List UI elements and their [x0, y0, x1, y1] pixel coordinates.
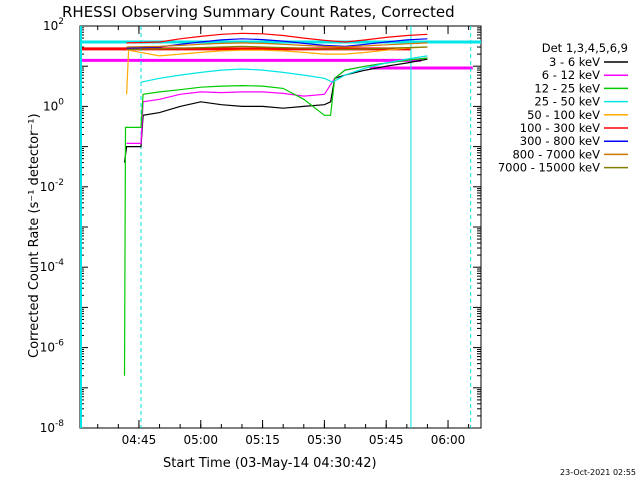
- series-line: [126, 45, 428, 51]
- y-tick-label: 10-2: [40, 178, 64, 194]
- x-tick-label: 05:00: [183, 433, 218, 447]
- legend-label: 25 - 50 keV: [534, 95, 600, 109]
- x-tick-label: 05:45: [369, 433, 404, 447]
- y-tick-label: 10-6: [40, 339, 65, 355]
- legend-label: 50 - 100 keV: [527, 108, 600, 122]
- legend-label: 7000 - 15000 keV: [498, 161, 600, 175]
- x-tick-label: 05:15: [245, 433, 280, 447]
- legend-label: 100 - 300 keV: [520, 121, 600, 135]
- legend-label: 12 - 25 keV: [534, 81, 600, 95]
- series-line: [126, 32, 428, 44]
- x-tick-label: 05:30: [307, 433, 342, 447]
- chart-title: RHESSI Observing Summary Count Rates, Co…: [62, 3, 455, 21]
- x-tick-label: 06:00: [431, 433, 466, 447]
- series-line: [123, 58, 428, 163]
- y-tick-label: 100: [43, 97, 64, 113]
- x-tick-label: 04:45: [122, 433, 157, 447]
- x-axis-label: Start Time (03-May-14 04:30:42): [163, 456, 377, 471]
- y-tick-label: 102: [43, 17, 64, 33]
- series-line: [126, 46, 428, 95]
- y-tick-label: 10-8: [40, 419, 65, 435]
- series-line: [140, 55, 428, 83]
- series-line: [126, 38, 428, 49]
- legend-label: 300 - 800 keV: [520, 134, 600, 148]
- legend-label: 800 - 7000 keV: [512, 147, 600, 161]
- plot-area: 102 100 10-2 10-4 10-6 10-8 04:45 05:00 05:15 05:…: [40, 17, 482, 447]
- series-line: [126, 42, 428, 48]
- legend-label: 3 - 6 keV: [549, 55, 600, 69]
- series-line: [123, 57, 428, 376]
- y-tick-label: 10-4: [40, 258, 65, 274]
- footer-date: 23-Oct-2021 02:55: [560, 468, 636, 477]
- legend-label: 6 - 12 keV: [542, 68, 600, 82]
- y-axis-label: Corrected Count Rate (s⁻¹ detector⁻¹): [27, 113, 42, 358]
- series-line: [126, 57, 428, 144]
- legend-title: Det 1,3,4,5,6,9: [542, 41, 628, 55]
- plot-frame: [79, 25, 482, 429]
